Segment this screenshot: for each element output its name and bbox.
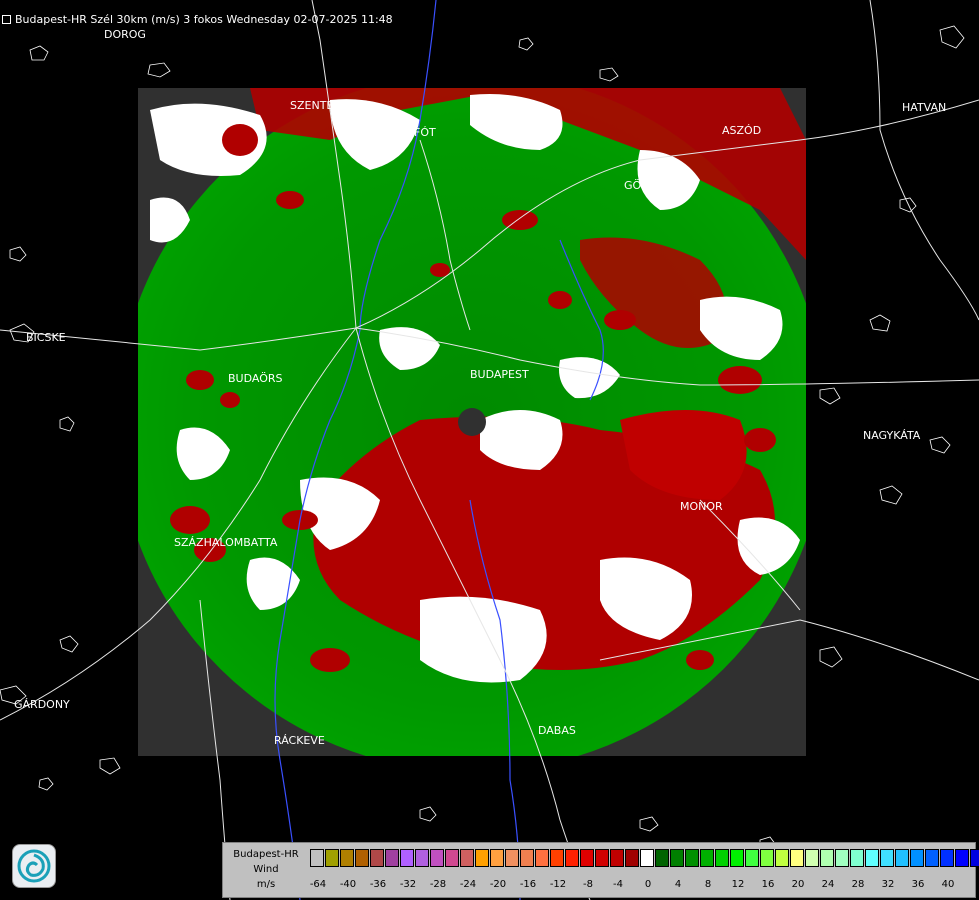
legend-swatch xyxy=(565,849,579,867)
legend-swatch xyxy=(355,849,369,867)
legend-swatch xyxy=(400,849,414,867)
legend-tick-label: -36 xyxy=(369,879,387,890)
settlements xyxy=(0,25,965,852)
legend-swatch xyxy=(610,849,624,867)
legend-swatch xyxy=(745,849,759,867)
legend-swatch xyxy=(970,849,979,867)
legend-tick-label: 8 xyxy=(704,879,712,890)
city-label: SZÁZHALOMBATTA xyxy=(174,536,278,549)
legend-swatch xyxy=(325,849,339,867)
legend-swatch xyxy=(865,849,879,867)
legend-swatch xyxy=(625,849,639,867)
legend-swatch xyxy=(760,849,774,867)
legend-swatch xyxy=(580,849,594,867)
city-label: GÖDÖLLŐ xyxy=(624,179,680,192)
legend-swatch xyxy=(475,849,489,867)
city-label: DOROG xyxy=(104,28,146,41)
legend-tick-label: 32 xyxy=(881,879,895,890)
legend-tick-label: 20 xyxy=(791,879,805,890)
legend-swatch xyxy=(595,849,609,867)
wind-legend: Budapest-HR Wind m/s -64 -40 -36 -32 -28 -24-… xyxy=(222,842,979,898)
legend-swatch xyxy=(685,849,699,867)
legend-swatches xyxy=(310,849,979,867)
legend-swatch xyxy=(715,849,729,867)
window-icon xyxy=(2,15,11,24)
legend-swatch xyxy=(850,849,864,867)
city-label: MONOR xyxy=(680,500,723,513)
legend-tick-label: 24 xyxy=(821,879,835,890)
legend-tick-label: -20 xyxy=(489,879,507,890)
legend-swatch xyxy=(700,849,714,867)
legend-tick-label: 4 xyxy=(674,879,682,890)
legend-swatch xyxy=(370,849,384,867)
legend-tick-label: -4 xyxy=(613,879,623,890)
legend-tick-label: 12 xyxy=(731,879,745,890)
city-label: BUDAÖRS xyxy=(228,372,283,385)
legend-title: Budapest-HR xyxy=(233,849,299,860)
legend-swatch xyxy=(895,849,909,867)
legend-tick-label: 0 xyxy=(644,879,652,890)
radar-site xyxy=(458,408,486,436)
legend-swatch xyxy=(925,849,939,867)
city-label: ASZÓD xyxy=(722,124,762,137)
legend-swatch xyxy=(730,849,744,867)
radar-echoes xyxy=(138,88,806,756)
legend-swatch xyxy=(520,849,534,867)
legend-swatch xyxy=(910,849,924,867)
city-label: RÁCKEVE xyxy=(274,734,325,747)
legend-tick-label: -24 xyxy=(459,879,477,890)
city-label: SZENTENDRE xyxy=(290,99,365,112)
legend-swatch xyxy=(655,849,669,867)
legend-tick-label: -32 xyxy=(399,879,417,890)
title-text: Budapest-HR Szél 30km (m/s) 3 fokos Wedn… xyxy=(15,13,393,26)
legend-swatch xyxy=(430,849,444,867)
legend-tick-label: -64 xyxy=(309,879,327,890)
legend-tick-label: 40 xyxy=(941,879,955,890)
city-label: FÓT xyxy=(414,126,436,139)
legend-swatch xyxy=(835,849,849,867)
legend-swatch xyxy=(880,849,894,867)
legend-unit: m/s xyxy=(256,879,276,890)
legend-tick-label: -28 xyxy=(429,879,447,890)
legend-ticks: -64 -40 -36 -32 -28 -24 -20 -16 -12 -8 -4 0 4 8 12 16 20… xyxy=(310,879,974,893)
city-label: HATVAN xyxy=(902,101,947,114)
legend-tick-label: 36 xyxy=(911,879,925,890)
legend-swatch xyxy=(385,849,399,867)
legend-swatch xyxy=(790,849,804,867)
legend-swatch xyxy=(940,849,954,867)
legend-tick-label: 28 xyxy=(851,879,865,890)
legend-tick-label: -16 xyxy=(519,879,537,890)
legend-swatch xyxy=(415,849,429,867)
legend-tick-label: -12 xyxy=(549,879,567,890)
map-title: Budapest-HR Szél 30km (m/s) 3 fokos Wedn… xyxy=(2,13,393,26)
legend-swatch xyxy=(955,849,969,867)
legend-swatch xyxy=(670,849,684,867)
legend-tick-label: -8 xyxy=(583,879,593,890)
city-label: BUDAPEST xyxy=(470,368,529,381)
city-label: NAGYKÁTA xyxy=(863,429,921,442)
city-label: BICSKE xyxy=(26,331,66,344)
legend-swatch xyxy=(490,849,504,867)
legend-swatch xyxy=(505,849,519,867)
legend-quantity: Wind xyxy=(253,864,279,875)
legend-swatch xyxy=(310,849,324,867)
logo-icon xyxy=(12,844,56,888)
legend-tick-label: 16 xyxy=(761,879,775,890)
legend-swatch xyxy=(460,849,474,867)
legend-swatch xyxy=(535,849,549,867)
legend-swatch xyxy=(550,849,564,867)
legend-tick-label: -40 xyxy=(339,879,357,890)
rivers xyxy=(274,0,604,900)
legend-swatch xyxy=(445,849,459,867)
legend-swatch xyxy=(775,849,789,867)
legend-swatch xyxy=(340,849,354,867)
city-label: GÁRDONY xyxy=(14,698,70,711)
legend-swatch xyxy=(640,849,654,867)
city-label: DABAS xyxy=(538,724,576,737)
legend-swatch xyxy=(805,849,819,867)
legend-swatch xyxy=(820,849,834,867)
